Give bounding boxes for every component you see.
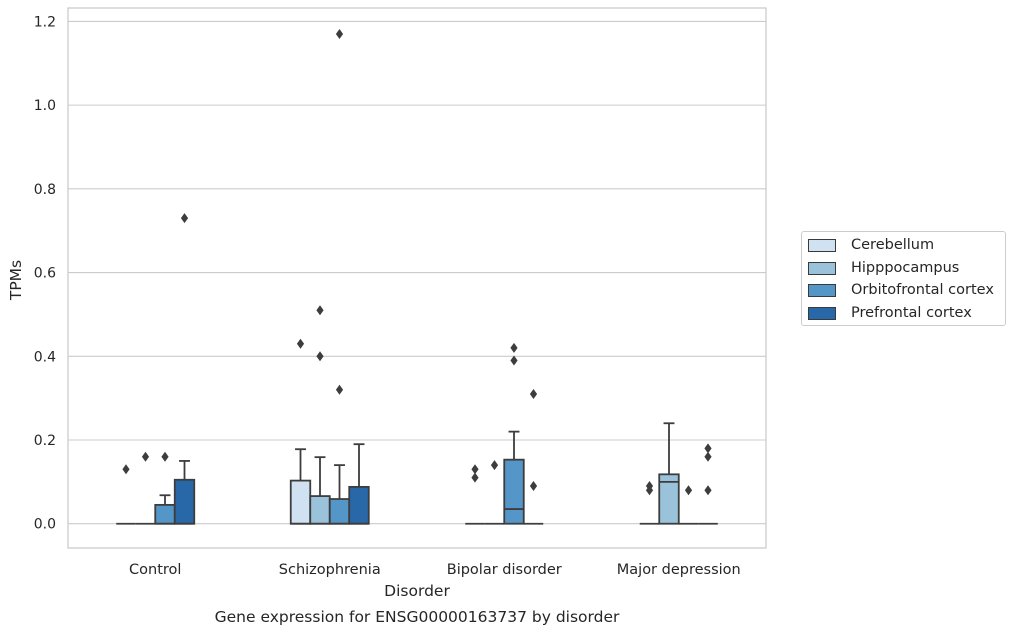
box-outlier <box>316 351 324 362</box>
legend-swatch-hippocampus <box>808 261 836 275</box>
box-body <box>154 503 176 525</box>
box-outlier <box>335 384 344 395</box>
box-outlier <box>510 355 518 366</box>
y-tick-label: 1.2 <box>34 14 56 30</box>
box-body <box>348 485 370 525</box>
legend-label-hippocampus: Hipppocampus <box>851 260 960 276</box>
plot-frame <box>67 7 767 549</box>
box-outlier <box>529 481 538 492</box>
box-outlier <box>704 443 712 454</box>
x-tick-label: Control <box>129 562 181 578</box>
box-outlier <box>490 460 499 471</box>
box-body <box>173 478 196 525</box>
box-outlier <box>180 213 189 224</box>
x-axis-label: Disorder <box>384 582 450 600</box>
box-outlier <box>684 485 693 496</box>
box-outlier <box>471 472 479 483</box>
legend-label-orbitofrontal: Orbitofrontal cortex <box>851 282 994 298</box>
chart-legend: Cerebellum Hipppocampus Orbitofrontal co… <box>801 231 1006 326</box>
legend-item-hippocampus: Hipppocampus <box>808 259 959 277</box>
box-outlier <box>335 28 344 39</box>
x-tick-label: Bipolar disorder <box>447 562 562 578</box>
box-body <box>289 479 312 525</box>
box-outlier <box>161 451 169 462</box>
y-tick-label: 0.4 <box>34 349 56 365</box>
box-outlier <box>471 464 479 475</box>
legend-label-cerebellum: Cerebellum <box>851 237 935 253</box>
box-outlier <box>510 342 518 353</box>
box-body <box>328 498 351 525</box>
x-tick-label: Schizophrenia <box>279 562 381 578</box>
box-body <box>658 473 680 525</box>
box-outlier <box>296 338 305 349</box>
legend-swatch-cerebellum <box>808 238 836 252</box>
box-body <box>503 458 525 525</box>
y-tick-label: 1.0 <box>34 98 56 114</box>
chart-caption: Gene expression for ENSG00000163737 by d… <box>215 608 620 626</box>
x-tick-label: Major depression <box>617 562 741 578</box>
box-outlier <box>704 485 712 496</box>
legend-item-orbitofrontal: Orbitofrontal cortex <box>808 281 994 299</box>
legend-item-prefrontal: Prefrontal cortex <box>808 304 972 322</box>
y-tick-label: 0.6 <box>34 266 56 282</box>
legend-item-cerebellum: Cerebellum <box>808 236 934 254</box>
box-outlier <box>316 305 324 316</box>
box-outlier <box>529 388 538 399</box>
box-outlier <box>645 485 654 496</box>
box-outlier <box>122 464 130 475</box>
box-outlier <box>141 451 150 462</box>
legend-swatch-prefrontal <box>808 306 836 320</box>
legend-swatch-orbitofrontal <box>808 283 836 297</box>
y-tick-label: 0.0 <box>34 517 56 533</box>
box-body <box>309 495 331 525</box>
box-outlier <box>704 451 712 462</box>
legend-label-prefrontal: Prefrontal cortex <box>851 305 972 321</box>
y-tick-label: 0.2 <box>34 433 56 449</box>
y-tick-label: 0.8 <box>34 182 56 198</box>
y-axis-label: TPMs <box>7 260 25 301</box>
